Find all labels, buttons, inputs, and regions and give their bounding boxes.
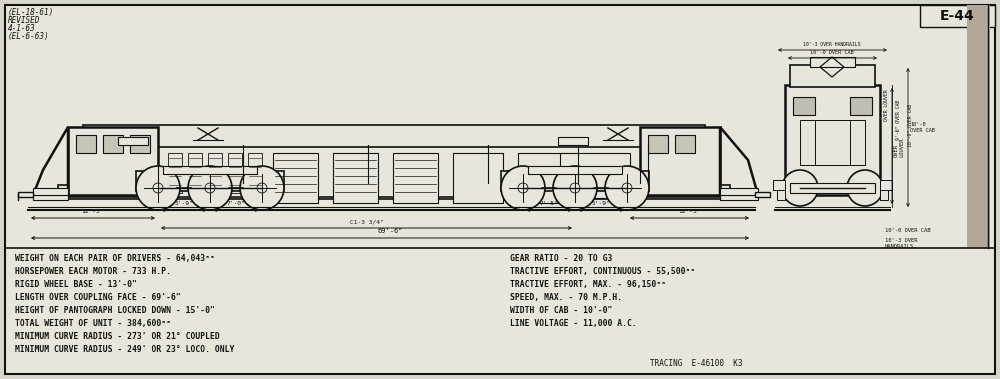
Bar xyxy=(333,153,378,203)
Bar xyxy=(33,195,68,200)
Bar xyxy=(393,153,438,203)
Text: 7'·0": 7'·0" xyxy=(227,201,245,206)
Text: E-44: E-44 xyxy=(940,9,974,23)
Bar xyxy=(501,171,649,191)
Bar xyxy=(76,135,96,153)
Circle shape xyxy=(136,166,180,210)
Text: REVISED: REVISED xyxy=(8,16,40,25)
Circle shape xyxy=(257,183,267,193)
Circle shape xyxy=(622,183,632,193)
Circle shape xyxy=(782,170,818,206)
Bar xyxy=(560,153,630,198)
Text: RIGID WHEEL BASE - 13'-0": RIGID WHEEL BASE - 13'-0" xyxy=(15,280,137,289)
Text: 12'-5": 12'-5" xyxy=(678,209,701,214)
Bar xyxy=(18,192,33,197)
Text: 69'-6": 69'-6" xyxy=(377,228,403,234)
Text: 10'-3 OVER
HANDRAILS: 10'-3 OVER HANDRAILS xyxy=(885,238,918,249)
Circle shape xyxy=(153,183,163,193)
Text: OVER
LOUVER: OVER LOUVER xyxy=(894,138,905,157)
Bar xyxy=(880,190,888,200)
Bar xyxy=(640,127,720,195)
Bar xyxy=(720,195,758,200)
Text: (EL-18-61): (EL-18-61) xyxy=(8,8,54,17)
Bar xyxy=(130,135,150,153)
Circle shape xyxy=(847,170,883,206)
Bar xyxy=(273,153,318,203)
Text: C1-3 3/4": C1-3 3/4" xyxy=(350,219,383,224)
Bar xyxy=(168,153,182,193)
Bar xyxy=(785,85,880,195)
Bar xyxy=(68,145,720,197)
Bar xyxy=(967,5,990,248)
Bar xyxy=(815,120,850,165)
Bar xyxy=(118,137,148,145)
Bar xyxy=(248,153,262,193)
Bar xyxy=(83,125,705,147)
Bar xyxy=(773,180,785,190)
Bar xyxy=(453,153,503,203)
Text: TRACTIVE EFFORT, MAX. - 96,150ᵃᵃ: TRACTIVE EFFORT, MAX. - 96,150ᵃᵃ xyxy=(510,280,666,289)
Bar xyxy=(790,65,875,87)
Bar xyxy=(228,153,242,193)
Bar xyxy=(850,97,872,115)
Bar xyxy=(800,120,865,165)
Text: 5'·9": 5'·9" xyxy=(175,201,193,206)
Bar xyxy=(208,153,222,193)
Text: LENGTH OVER COUPLING FACE - 69'-6": LENGTH OVER COUPLING FACE - 69'-6" xyxy=(15,293,181,302)
Bar xyxy=(777,190,785,200)
Text: 4-1-63: 4-1-63 xyxy=(8,24,36,33)
Text: 10'-0
OVER CAB: 10'-0 OVER CAB xyxy=(910,122,935,133)
Text: HEIGHT OF PANTOGRAPH LOCKED DOWN - 15'-0": HEIGHT OF PANTOGRAPH LOCKED DOWN - 15'-0… xyxy=(15,306,215,315)
Bar xyxy=(528,166,622,174)
Bar xyxy=(810,57,855,67)
Text: TRACING  E-46100  K3: TRACING E-46100 K3 xyxy=(650,359,742,368)
Bar xyxy=(58,185,730,199)
Text: HORSEPOWER EACH MOTOR - 733 H.P.: HORSEPOWER EACH MOTOR - 733 H.P. xyxy=(15,267,171,276)
Text: TRACTIVE EFFORT, CONTINUOUS - 55,500ᵃᵃ: TRACTIVE EFFORT, CONTINUOUS - 55,500ᵃᵃ xyxy=(510,267,695,276)
Circle shape xyxy=(518,183,528,193)
Text: 10'-0" OVER CAB: 10'-0" OVER CAB xyxy=(908,103,912,147)
Bar xyxy=(880,180,892,190)
Circle shape xyxy=(501,166,545,210)
Text: MINIMUM CURVE RADIUS - 273' OR 21° COUPLED: MINIMUM CURVE RADIUS - 273' OR 21° COUPL… xyxy=(15,332,220,341)
Text: 5'-9": 5'-9" xyxy=(592,201,610,206)
Circle shape xyxy=(188,166,232,210)
Text: GEAR RATIO - 20 TO G3: GEAR RATIO - 20 TO G3 xyxy=(510,254,612,263)
Bar xyxy=(103,135,123,153)
Bar xyxy=(790,183,875,193)
Bar xyxy=(755,192,770,197)
Text: 9'-6" OVER CAB: 9'-6" OVER CAB xyxy=(896,100,900,140)
Circle shape xyxy=(605,166,649,210)
Circle shape xyxy=(205,183,215,193)
Bar xyxy=(920,5,995,27)
Text: 10'-0 OVER CAB: 10'-0 OVER CAB xyxy=(810,50,854,55)
Circle shape xyxy=(240,166,284,210)
Bar xyxy=(720,188,758,195)
Text: MINIMUM CURVE RADIUS - 249' OR 23° LOCO. ONLY: MINIMUM CURVE RADIUS - 249' OR 23° LOCO.… xyxy=(15,345,234,354)
Text: SPEED, MAX. - 70 M.P.H.: SPEED, MAX. - 70 M.P.H. xyxy=(510,293,622,302)
Text: OVER LOUVER: OVER LOUVER xyxy=(884,89,889,121)
Circle shape xyxy=(570,183,580,193)
Text: (EL-6-63): (EL-6-63) xyxy=(8,32,50,41)
Text: LINE VOLTAGE - 11,000 A.C.: LINE VOLTAGE - 11,000 A.C. xyxy=(510,319,637,328)
Text: 7'-5": 7'-5" xyxy=(540,201,558,206)
Text: WIDTH OF CAB - 10'-0": WIDTH OF CAB - 10'-0" xyxy=(510,306,612,315)
Text: 10'-3 OVER HANDRAILS: 10'-3 OVER HANDRAILS xyxy=(803,42,861,47)
Bar xyxy=(648,135,668,153)
Text: 12'-3": 12'-3" xyxy=(82,209,104,214)
Bar xyxy=(188,153,202,193)
Bar xyxy=(793,97,815,115)
Bar xyxy=(558,137,588,145)
Bar xyxy=(136,171,284,191)
Text: WEIGHT ON EACH PAIR OF DRIVERS - 64,043ᵃᵃ: WEIGHT ON EACH PAIR OF DRIVERS - 64,043ᵃ… xyxy=(15,254,215,263)
Bar xyxy=(33,188,68,195)
Circle shape xyxy=(553,166,597,210)
Text: TOTAL WEIGHT OF UNIT - 384,600ᵃᵃ: TOTAL WEIGHT OF UNIT - 384,600ᵃᵃ xyxy=(15,319,171,328)
Text: 10'-0 OVER CAB: 10'-0 OVER CAB xyxy=(885,228,930,233)
Bar xyxy=(675,135,695,153)
Bar xyxy=(163,166,257,174)
Bar xyxy=(68,127,158,195)
Bar xyxy=(518,153,568,203)
